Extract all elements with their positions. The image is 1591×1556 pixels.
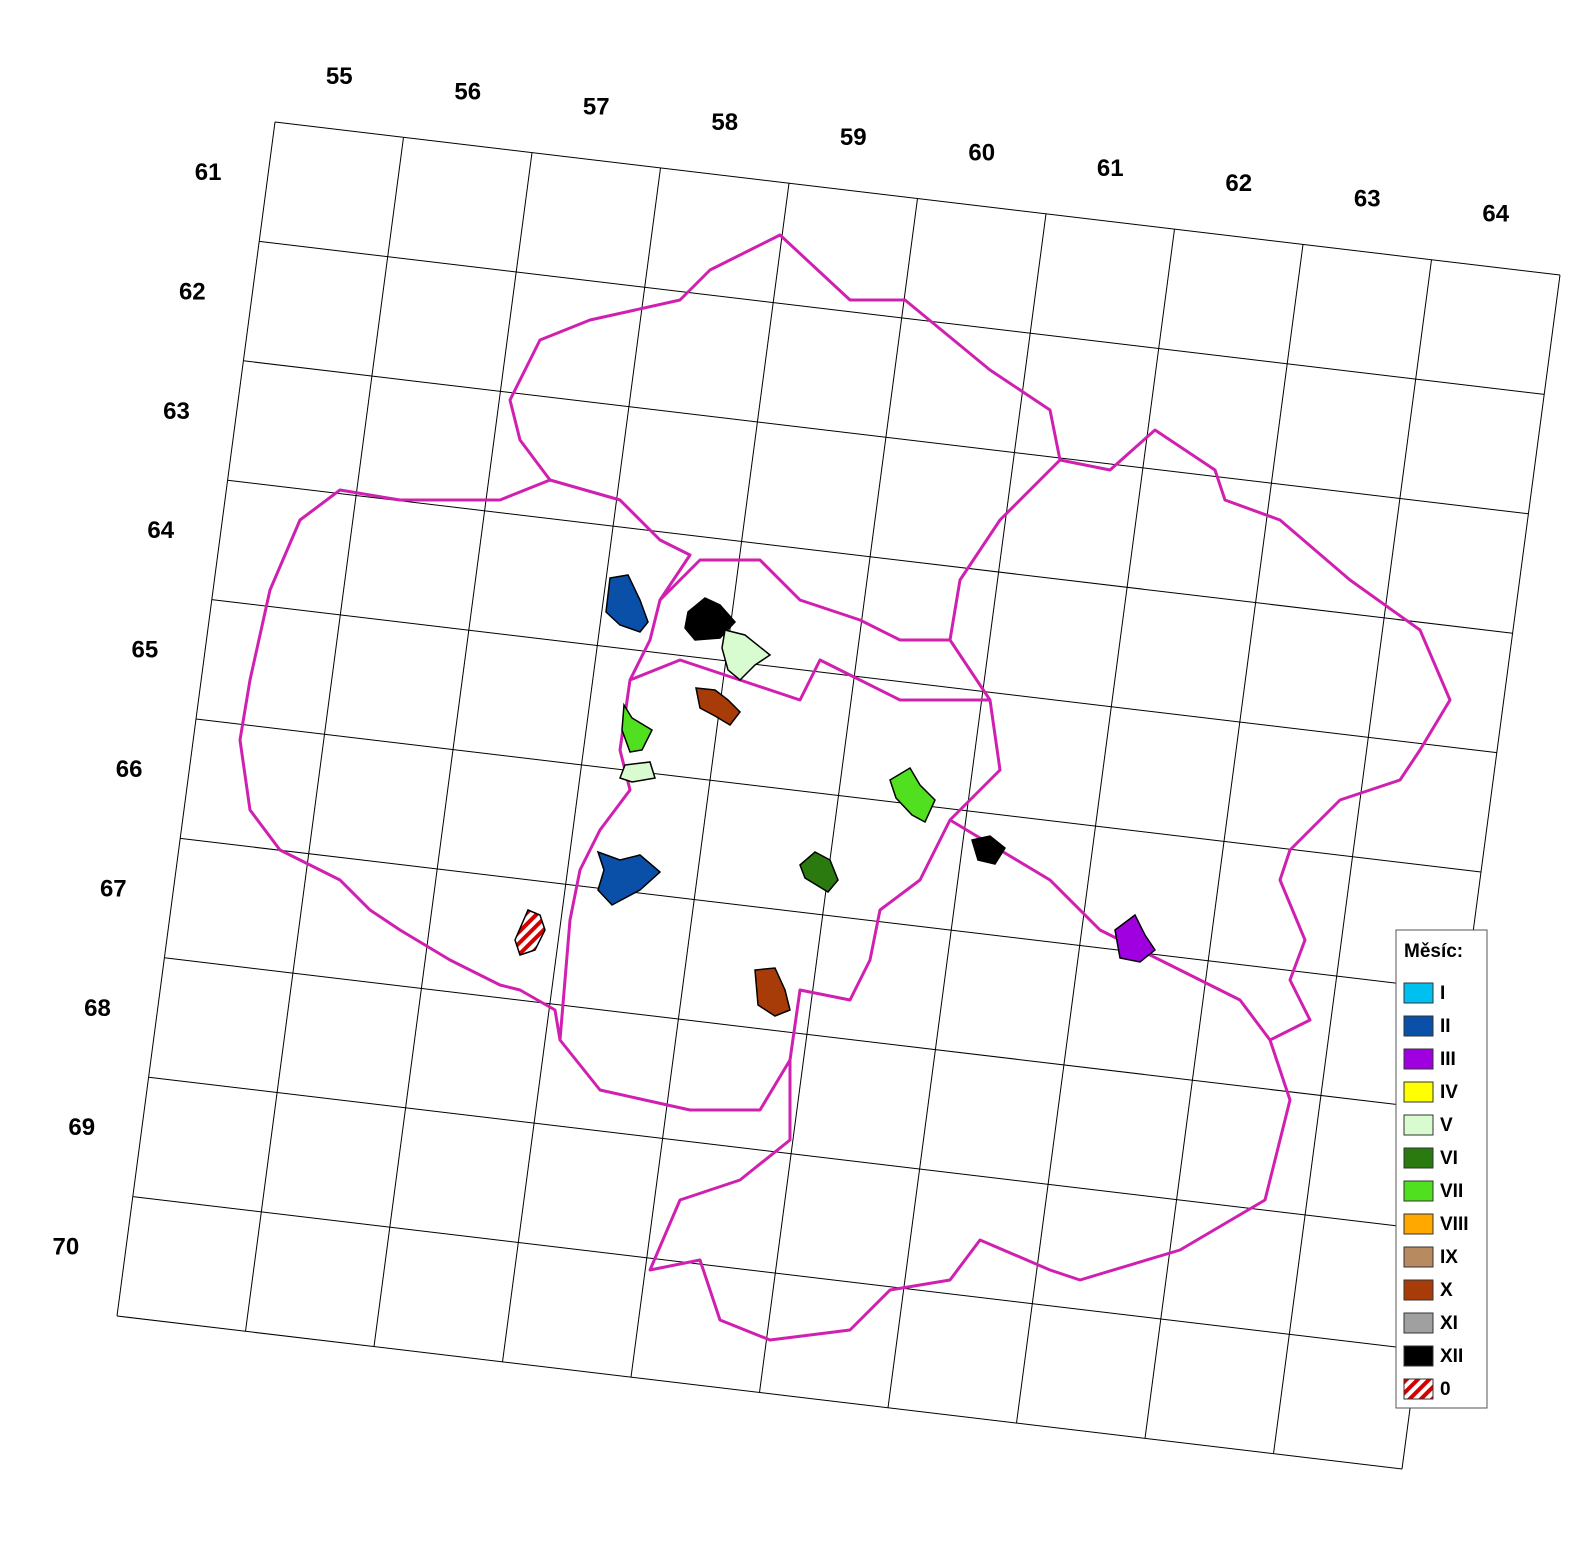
row-label: 64 (147, 517, 174, 544)
legend-swatch (1403, 1114, 1434, 1136)
legend-swatch (1403, 1213, 1434, 1235)
legend-swatch (1403, 1246, 1434, 1268)
district-vi (799, 851, 839, 893)
grid-line (132, 1196, 1418, 1351)
district-xii (971, 835, 1006, 865)
highlighted-districts (514, 574, 1157, 1017)
legend-label: X (1440, 1280, 1453, 1301)
column-label: 56 (454, 78, 481, 105)
district-v (619, 761, 656, 783)
legend-label: II (1440, 1016, 1451, 1037)
column-label: 60 (968, 139, 995, 166)
region-boundary (238, 233, 1452, 1342)
grid-line (164, 957, 1450, 1112)
row-label: 70 (53, 1234, 80, 1261)
district-v (721, 629, 772, 682)
grid-line (227, 479, 1513, 634)
grid-line (116, 1315, 1403, 1470)
legend-label: XI (1440, 1313, 1458, 1334)
district-x (754, 967, 791, 1017)
district-boundary (549, 478, 692, 1041)
column-label: 62 (1225, 170, 1252, 197)
grid (116, 121, 1561, 1470)
row-label: 67 (100, 875, 127, 902)
legend-label: IX (1440, 1247, 1458, 1268)
legend-swatch (1403, 1081, 1434, 1103)
legend-label: VIII (1440, 1214, 1469, 1235)
column-label: 63 (1354, 185, 1381, 212)
legend-title: Měsíc: (1404, 941, 1463, 962)
legend-label: VII (1440, 1181, 1463, 1202)
legend-label: 0 (1440, 1379, 1451, 1400)
row-label: 63 (163, 398, 190, 425)
column-label: 59 (840, 124, 867, 151)
district-boundary (658, 558, 950, 642)
column-label: 64 (1482, 201, 1509, 228)
column-label: 55 (326, 63, 353, 90)
legend-swatch (1403, 1312, 1434, 1334)
row-label: 62 (179, 278, 206, 305)
legend-swatch (1403, 982, 1434, 1004)
legend-label: V (1440, 1115, 1453, 1136)
grid-line (274, 121, 1561, 276)
legend-swatch (1403, 1345, 1434, 1367)
legend-label: I (1440, 983, 1445, 1004)
district-ii (596, 850, 662, 906)
legend-label: IV (1440, 1082, 1458, 1103)
row-label: 69 (68, 1114, 95, 1141)
legend-label: III (1440, 1049, 1456, 1070)
grid-line (180, 837, 1466, 992)
district-boundary (629, 658, 990, 702)
legend-label: XII (1440, 1346, 1463, 1367)
district-ii (605, 574, 649, 633)
district-vii (621, 702, 653, 753)
region-outline (238, 233, 1452, 1342)
legend-swatch (1403, 1279, 1434, 1301)
row-label: 61 (195, 159, 222, 186)
grid-line (259, 240, 1545, 395)
grid-line (148, 1076, 1434, 1231)
legend-swatch (1403, 1180, 1434, 1202)
district-boundary (788, 458, 1062, 1061)
grid-labels: 55 56 57 58 59 60 61 62 63 64 61 62 63 64 65 66 67 68 69 70 (53, 63, 1510, 1261)
district-vii (889, 766, 936, 824)
legend-label: VI (1440, 1148, 1458, 1169)
grid-line (243, 360, 1529, 515)
district-iii (1114, 913, 1157, 963)
row-label: 68 (84, 995, 111, 1022)
legend-swatch (1403, 1147, 1434, 1169)
column-label: 57 (583, 94, 610, 121)
district-0 (514, 909, 546, 956)
legend-swatch (1403, 1048, 1434, 1070)
column-label: 58 (711, 109, 738, 136)
grid-line (195, 718, 1482, 873)
row-label: 66 (116, 756, 143, 783)
column-label: 61 (1097, 155, 1124, 182)
row-label: 65 (132, 637, 159, 664)
district-x (695, 687, 741, 726)
legend-swatch (1403, 1015, 1434, 1037)
legend-swatch (1403, 1378, 1434, 1400)
